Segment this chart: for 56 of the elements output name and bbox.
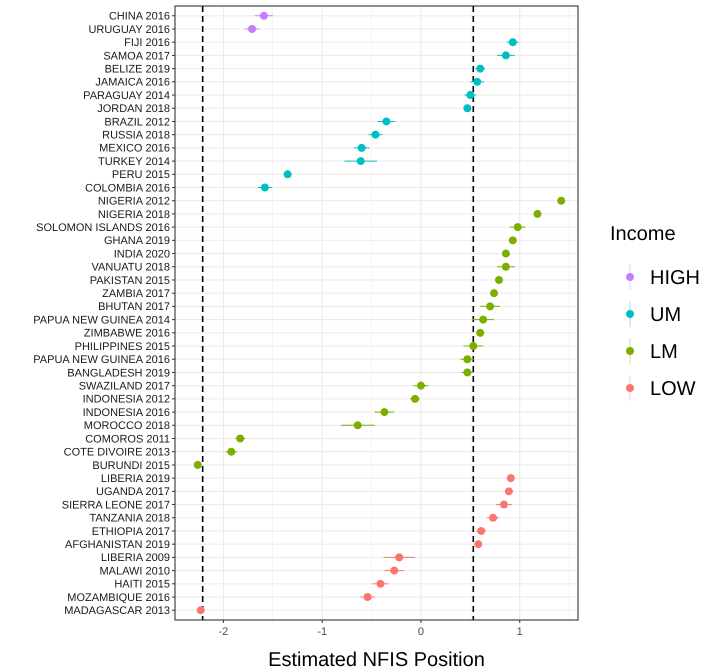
x-tick-label: -2 xyxy=(218,626,228,638)
x-axis-title: Estimated NFIS Position xyxy=(268,649,485,669)
y-tick-label: RUSSIA 2018 xyxy=(102,130,170,142)
legend-label: LM xyxy=(650,341,678,363)
y-tick-label: TANZANIA 2018 xyxy=(90,512,170,525)
y-tick-label: UGANDA 2017 xyxy=(96,486,170,498)
y-tick-label: FIJI 2016 xyxy=(124,37,170,50)
y-tick-label: BHUTAN 2017 xyxy=(98,301,170,314)
legend-title: Income xyxy=(610,223,676,245)
y-tick-label: PAKISTAN 2015 xyxy=(90,274,170,287)
y-tick-label: SAMOA 2017 xyxy=(103,50,170,62)
y-tick-label: HAITI 2015 xyxy=(114,578,170,591)
y-tick-label: TURKEY 2014 xyxy=(98,156,170,168)
y-tick-label: ZIMBABWE 2016 xyxy=(84,328,170,340)
y-tick-label: PAPUA NEW GUINEA 2014 xyxy=(33,314,170,326)
y-tick-label: SOLOMON ISLANDS 2016 xyxy=(36,222,170,234)
y-tick-label: PARAGUAY 2014 xyxy=(83,90,170,102)
y-tick-label: GHANA 2019 xyxy=(104,235,170,248)
y-tick-label: COTE DIVOIRE 2013 xyxy=(64,446,170,459)
y-tick-label: ZAMBIA 2017 xyxy=(102,288,170,300)
y-tick-label: MALAWI 2010 xyxy=(99,565,170,578)
y-tick-label: MOROCCO 2018 xyxy=(84,420,170,432)
y-tick-label: INDIA 2020 xyxy=(114,248,170,260)
y-tick-label: ETHIOPIA 2017 xyxy=(92,526,170,538)
y-tick-label: URUGUAY 2016 xyxy=(88,24,170,36)
y-tick-label: COMOROS 2011 xyxy=(85,433,170,446)
y-tick-label: INDONESIA 2016 xyxy=(82,406,170,419)
legend-label: LOW xyxy=(650,378,696,400)
y-tick-label: BELIZE 2019 xyxy=(104,63,170,76)
y-tick-label: AFGHANISTAN 2019 xyxy=(65,539,170,552)
y-tick-label: BURUNDI 2015 xyxy=(92,460,170,472)
x-tick-label: 1 xyxy=(516,626,523,638)
y-tick-label: PERU 2015 xyxy=(112,169,170,182)
y-tick-label: JORDAN 2018 xyxy=(97,103,170,116)
y-tick-label: COLOMBIA 2016 xyxy=(85,182,170,194)
y-tick-label: BANGLADESH 2019 xyxy=(67,367,170,380)
y-tick-label: VANUATU 2018 xyxy=(92,262,170,274)
legend-label: UM xyxy=(650,304,682,326)
x-tick-label: -1 xyxy=(317,626,328,638)
y-tick-label: MOZAMBIQUE 2016 xyxy=(67,592,170,604)
y-tick-label: CHINA 2016 xyxy=(108,10,170,23)
y-tick-label: NIGERIA 2012 xyxy=(98,196,170,208)
legend-label: HIGH xyxy=(650,267,700,289)
y-tick-label: PHILIPPINES 2015 xyxy=(74,340,170,353)
y-tick-label: INDONESIA 2012 xyxy=(82,394,170,406)
y-tick-label: LIBERIA 2019 xyxy=(100,472,170,485)
y-tick-label: JAMAICA 2016 xyxy=(95,76,170,89)
y-tick-label: SIERRA LEONE 2017 xyxy=(62,499,170,512)
y-tick-label: BRAZIL 2012 xyxy=(104,116,170,128)
y-tick-label: MADAGASCAR 2013 xyxy=(64,605,170,618)
x-tick-label: 0 xyxy=(418,626,424,638)
y-tick-label: LIBERIA 2009 xyxy=(100,552,170,564)
y-tick-label: SWAZILAND 2017 xyxy=(78,380,170,393)
y-tick-label: NIGERIA 2018 xyxy=(98,208,170,221)
y-tick-label: MEXICO 2016 xyxy=(99,142,170,155)
y-tick-label: PAPUA NEW GUINEA 2016 xyxy=(33,354,170,366)
